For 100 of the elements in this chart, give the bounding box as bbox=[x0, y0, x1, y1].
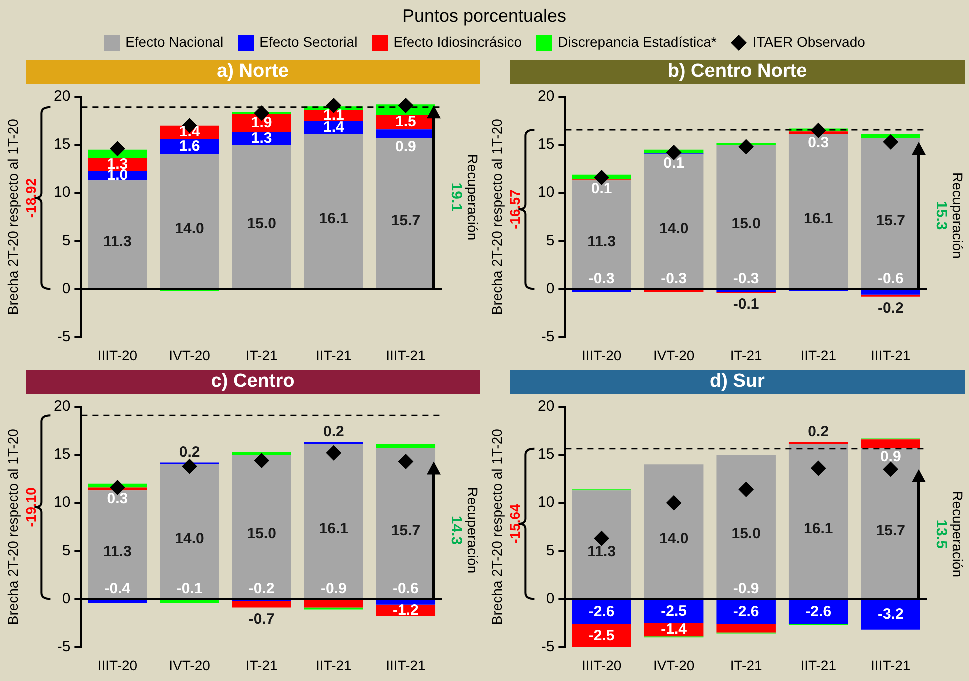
y-tick-label: 20 bbox=[538, 88, 555, 106]
text: 15.3 bbox=[932, 201, 950, 230]
bar bbox=[788, 600, 848, 624]
data-label: 0.9 bbox=[880, 448, 902, 466]
data-label: -0.3 bbox=[588, 270, 615, 288]
data-label: -2.5 bbox=[588, 627, 615, 644]
data-label: 14.0 bbox=[659, 530, 689, 548]
bar bbox=[232, 452, 292, 456]
y-tick-label: 0 bbox=[546, 590, 555, 608]
data-label: 14.0 bbox=[175, 220, 204, 238]
y-tick-label: 20 bbox=[54, 398, 71, 416]
bar bbox=[788, 134, 848, 288]
bar bbox=[644, 600, 704, 624]
point bbox=[254, 453, 270, 468]
data-label: 16.1 bbox=[804, 210, 834, 228]
text: -15.64 bbox=[506, 504, 523, 544]
x-tick-label: IIIT-21 bbox=[386, 347, 426, 364]
data-label: -1.2 bbox=[393, 602, 419, 619]
x-tick-label: IT-21 bbox=[730, 347, 763, 364]
bar bbox=[376, 444, 436, 448]
y-tick-label: -5 bbox=[57, 328, 71, 346]
data-label: 15.7 bbox=[876, 522, 906, 540]
legend-label: Discrepancia Estadística* bbox=[557, 34, 717, 52]
x-tick-label: IVT-20 bbox=[653, 347, 695, 364]
bar bbox=[232, 601, 292, 608]
bar bbox=[304, 444, 364, 598]
y-tick-label: 15 bbox=[54, 446, 71, 464]
point bbox=[883, 134, 898, 150]
data-label: 0.2 bbox=[808, 424, 830, 441]
data-label: -1.4 bbox=[661, 621, 688, 638]
text: 14.3 bbox=[448, 516, 465, 546]
chart-title: c) Centro bbox=[26, 370, 480, 394]
point bbox=[738, 139, 754, 154]
bar bbox=[716, 624, 776, 633]
y-tick-label: 10 bbox=[54, 494, 71, 512]
data-label: -2.5 bbox=[661, 602, 688, 620]
data-label: -0.4 bbox=[104, 580, 132, 598]
point bbox=[811, 460, 826, 476]
point bbox=[398, 454, 414, 470]
point bbox=[110, 141, 126, 156]
data-label: -0.9 bbox=[320, 580, 347, 598]
data-label: 1.6 bbox=[179, 138, 200, 156]
x-tick-label: IIIT-21 bbox=[871, 657, 911, 674]
bar bbox=[160, 600, 220, 604]
data-label: 0.2 bbox=[323, 424, 344, 441]
bar bbox=[861, 440, 920, 448]
point bbox=[182, 459, 198, 474]
bar bbox=[788, 444, 848, 598]
y-tick-label: 5 bbox=[546, 542, 555, 560]
data-label: 15.7 bbox=[391, 522, 421, 540]
x-tick-label: IIIT-20 bbox=[98, 657, 138, 674]
bar bbox=[304, 600, 364, 608]
y-axis-title: Brecha 2T-20 respecto al 1T-20 bbox=[4, 428, 21, 626]
data-label: 1.4 bbox=[179, 124, 201, 141]
text: Recuperación bbox=[465, 154, 482, 241]
data-label: -3.2 bbox=[878, 606, 904, 624]
data-label: 0.9 bbox=[396, 138, 416, 156]
bar bbox=[861, 448, 920, 598]
y-tick-label: 0 bbox=[62, 280, 71, 298]
data-label: 11.3 bbox=[588, 544, 616, 561]
y-axis-title: Brecha 2T-20 respecto al 1T-20 bbox=[488, 428, 505, 626]
data-label: 15.7 bbox=[876, 212, 906, 230]
x-tick-label: IIT-21 bbox=[316, 347, 352, 364]
x-tick-label: IIIT-21 bbox=[386, 657, 426, 674]
chart-title: a) Norte bbox=[26, 60, 480, 84]
data-label: 0.3 bbox=[107, 490, 128, 508]
y-tick-label: 15 bbox=[54, 136, 71, 154]
data-label: 15.0 bbox=[732, 216, 761, 233]
y-tick-label: 0 bbox=[62, 590, 71, 608]
bar bbox=[572, 624, 632, 648]
text: Recuperación bbox=[465, 487, 482, 574]
data-label: -2.6 bbox=[806, 603, 832, 620]
point bbox=[398, 98, 414, 114]
bar bbox=[160, 464, 220, 598]
y-tick-label: 5 bbox=[62, 542, 71, 560]
bar bbox=[572, 490, 632, 598]
point bbox=[883, 462, 898, 477]
x-tick-label: IT-21 bbox=[730, 657, 763, 674]
bar bbox=[716, 455, 776, 598]
text: Recuperación bbox=[950, 491, 966, 578]
bar bbox=[572, 600, 632, 624]
x-tick-label: IIT-21 bbox=[316, 657, 352, 674]
data-label: 11.3 bbox=[104, 544, 132, 561]
bar bbox=[88, 600, 148, 604]
data-label: 15.0 bbox=[247, 216, 276, 233]
data-label: 0.1 bbox=[591, 180, 612, 198]
data-label: -0.3 bbox=[661, 270, 688, 288]
x-tick-label: IIT-21 bbox=[800, 657, 837, 674]
y-tick-label: 0 bbox=[546, 280, 555, 298]
text: 13.5 bbox=[932, 520, 950, 549]
x-tick-label: IT-21 bbox=[246, 657, 278, 674]
bar bbox=[861, 138, 920, 288]
text: -19.10 bbox=[22, 487, 39, 528]
data-label: 14.0 bbox=[175, 530, 204, 548]
x-tick-label: IVT-20 bbox=[169, 347, 211, 364]
data-label: -0.1 bbox=[176, 580, 203, 598]
bar bbox=[232, 145, 292, 288]
x-tick-label: IVT-20 bbox=[169, 657, 211, 674]
data-label: 1.3 bbox=[251, 130, 272, 147]
data-label: -0.2 bbox=[248, 580, 275, 598]
